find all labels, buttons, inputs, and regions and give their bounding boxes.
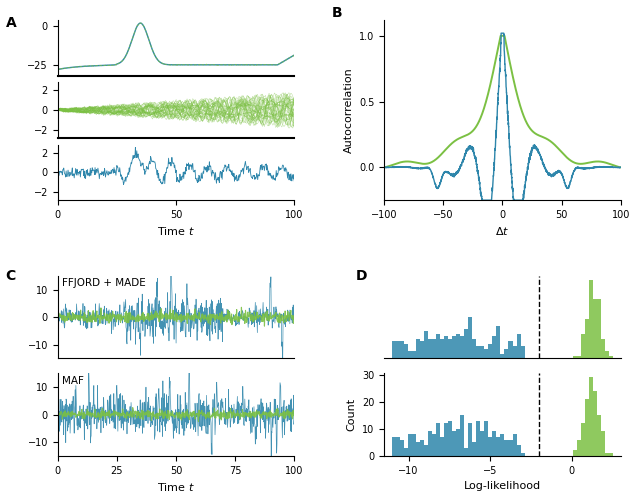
Bar <box>420 440 424 456</box>
Bar <box>400 440 404 456</box>
Bar <box>609 453 612 456</box>
Bar <box>504 440 509 456</box>
Bar <box>432 339 436 358</box>
Bar <box>488 437 492 456</box>
Bar <box>577 356 580 358</box>
Bar <box>484 421 488 456</box>
Bar <box>432 434 436 456</box>
Bar <box>424 445 428 456</box>
Bar <box>404 344 408 358</box>
Bar <box>513 346 516 358</box>
Text: A: A <box>6 16 16 30</box>
Bar <box>424 331 428 358</box>
X-axis label: Time $t$: Time $t$ <box>157 481 195 493</box>
Bar <box>428 339 432 358</box>
Bar <box>436 334 440 358</box>
Bar <box>468 317 472 358</box>
Bar <box>472 442 476 456</box>
Bar <box>601 339 605 358</box>
Bar <box>589 377 593 456</box>
Bar <box>520 453 525 456</box>
X-axis label: Log-likelihood: Log-likelihood <box>464 481 541 491</box>
Bar <box>500 434 504 456</box>
Bar <box>476 346 481 358</box>
Bar <box>573 450 577 456</box>
Bar <box>412 351 416 358</box>
Bar <box>456 429 460 456</box>
Bar <box>400 341 404 358</box>
Bar <box>601 431 605 456</box>
Bar <box>481 346 484 358</box>
Bar <box>492 431 497 456</box>
Bar <box>504 349 509 358</box>
Bar <box>476 421 481 456</box>
Bar <box>465 448 468 456</box>
Bar <box>585 319 589 358</box>
Bar <box>481 431 484 456</box>
Bar <box>605 453 609 456</box>
Bar <box>513 434 516 456</box>
Bar <box>436 423 440 456</box>
Bar <box>516 445 520 456</box>
Bar <box>589 280 593 358</box>
Bar <box>492 336 497 358</box>
Bar <box>444 336 449 358</box>
Bar <box>593 300 596 358</box>
Bar <box>596 300 601 358</box>
X-axis label: Time $t$: Time $t$ <box>157 225 195 237</box>
Bar <box>444 423 449 456</box>
Bar <box>396 437 400 456</box>
Text: MAF: MAF <box>62 376 84 386</box>
Bar <box>520 346 525 358</box>
Bar <box>573 356 577 358</box>
Bar <box>408 351 412 358</box>
Bar <box>460 336 465 358</box>
Bar <box>404 448 408 456</box>
X-axis label: $\Delta t$: $\Delta t$ <box>495 225 509 237</box>
Bar <box>449 339 452 358</box>
Bar <box>452 336 456 358</box>
Text: B: B <box>332 6 343 20</box>
Bar <box>428 431 432 456</box>
Bar <box>468 423 472 456</box>
Bar <box>605 351 609 358</box>
Bar <box>516 334 520 358</box>
Bar <box>593 391 596 456</box>
Bar <box>420 341 424 358</box>
Y-axis label: Autocorrelation: Autocorrelation <box>344 67 353 153</box>
Text: FFJORD + MADE: FFJORD + MADE <box>62 278 146 288</box>
Bar <box>580 423 585 456</box>
Bar <box>440 437 444 456</box>
Bar <box>416 339 420 358</box>
Text: C: C <box>6 269 16 283</box>
Bar <box>585 399 589 456</box>
Bar <box>497 327 500 358</box>
Bar <box>392 437 396 456</box>
Bar <box>500 354 504 358</box>
Bar <box>580 334 585 358</box>
Y-axis label: Count: Count <box>346 398 356 431</box>
Bar <box>440 339 444 358</box>
Bar <box>412 434 416 456</box>
Bar <box>408 434 412 456</box>
Bar <box>396 341 400 358</box>
Bar <box>509 440 513 456</box>
Bar <box>416 442 420 456</box>
Bar <box>497 437 500 456</box>
Bar <box>488 344 492 358</box>
Bar <box>484 349 488 358</box>
Bar <box>596 415 601 456</box>
Bar <box>577 440 580 456</box>
Bar <box>449 421 452 456</box>
Bar <box>472 339 476 358</box>
Bar <box>392 341 396 358</box>
Text: D: D <box>356 269 367 283</box>
Bar <box>509 341 513 358</box>
Bar <box>452 431 456 456</box>
Bar <box>465 329 468 358</box>
Bar <box>456 334 460 358</box>
Bar <box>460 415 465 456</box>
Bar <box>609 356 612 358</box>
